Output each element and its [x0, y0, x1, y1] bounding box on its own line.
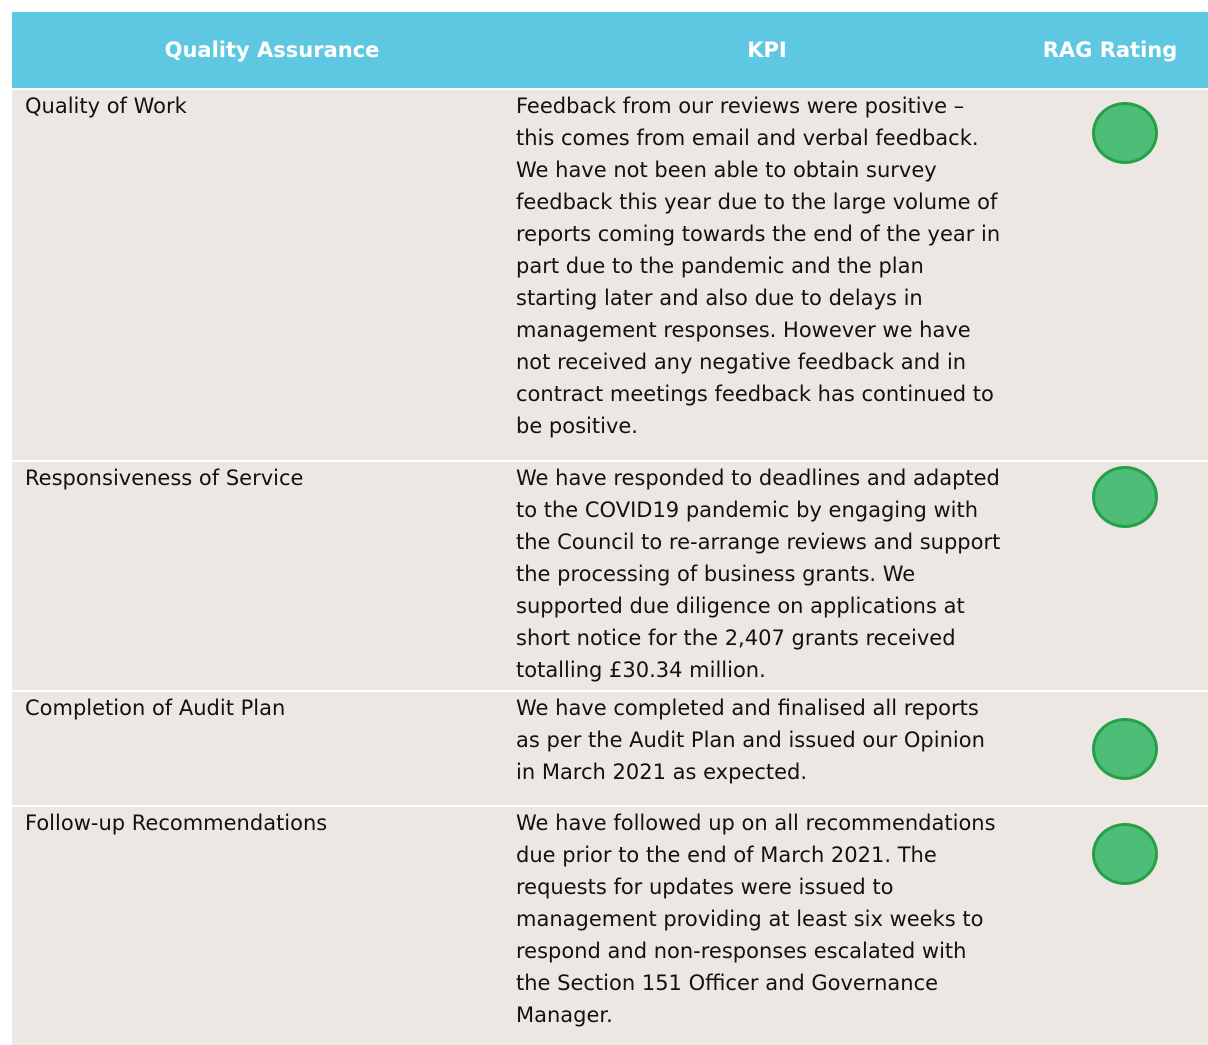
cell-label: Completion of Audit Plan [25, 696, 286, 720]
table-header: Quality Assurance KPI RAG Rating [12, 12, 1208, 90]
table-row: Completion of Audit Plan We have complet… [12, 690, 1208, 805]
cell-kpi: Feedback from our reviews were positive … [516, 94, 1001, 438]
header-cell: RAG Rating [1042, 38, 1178, 62]
cell-label: Follow-up Recommendations [25, 811, 328, 835]
header-cell: KPI [747, 38, 787, 62]
cell-kpi: We have completed and finalised all repo… [516, 696, 985, 784]
rag-indicator [1092, 466, 1158, 528]
table-row: Follow-up Recommendations We have follow… [12, 805, 1208, 1045]
cell-label: Quality of Work [25, 94, 187, 118]
rag-indicator [1092, 718, 1158, 780]
cell-kpi: We have responded to deadlines and adapt… [516, 466, 1001, 682]
rag-indicator [1092, 823, 1158, 885]
cell-label: Responsiveness of Service [25, 466, 304, 490]
rag-indicator [1092, 102, 1158, 164]
table-row: Responsiveness of Service We have respon… [12, 460, 1208, 690]
cell-kpi: We have followed up on all recommendatio… [516, 811, 996, 1027]
header-cell: Quality Assurance [164, 38, 380, 62]
table-row: Quality of Work Feedback from our review… [12, 88, 1208, 460]
